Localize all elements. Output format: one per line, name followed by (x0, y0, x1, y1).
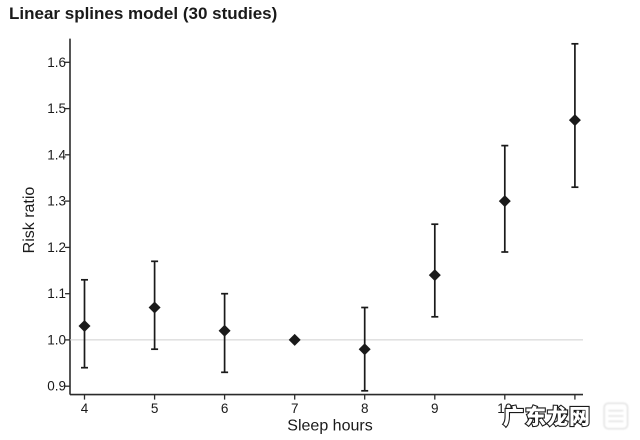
svg-text:1.4: 1.4 (47, 147, 66, 162)
svg-text:6: 6 (221, 401, 229, 416)
svg-text:7: 7 (291, 401, 299, 416)
svg-text:Sleep hours: Sleep hours (287, 418, 372, 435)
svg-text:5: 5 (151, 401, 159, 416)
svg-text:8: 8 (361, 401, 369, 416)
svg-text:Risk ratio: Risk ratio (21, 187, 38, 254)
svg-text:1.3: 1.3 (47, 194, 66, 209)
svg-text:1.1: 1.1 (47, 286, 66, 301)
svg-text:1.5: 1.5 (47, 101, 66, 116)
svg-text:1.2: 1.2 (47, 240, 66, 255)
svg-text:0.9: 0.9 (47, 379, 66, 394)
svg-text:1.0: 1.0 (47, 332, 66, 347)
svg-text:4: 4 (81, 401, 89, 416)
svg-text:1.6: 1.6 (47, 55, 66, 70)
svg-text:9: 9 (431, 401, 439, 416)
